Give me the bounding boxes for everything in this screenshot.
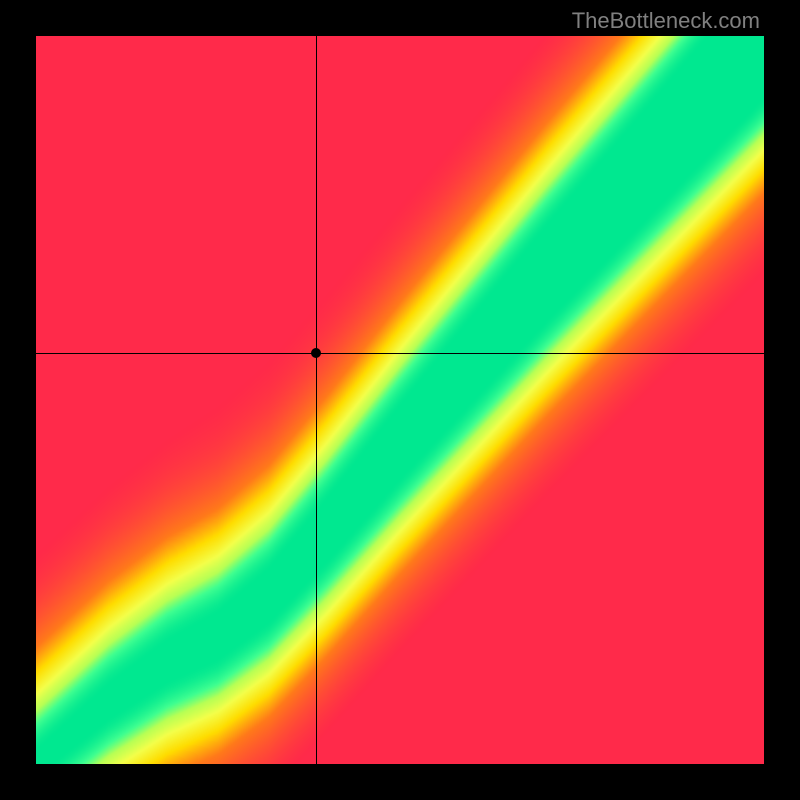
heatmap-canvas [36,36,764,764]
crosshair-horizontal [36,353,764,354]
heatmap-plot [36,36,764,764]
datapoint-marker [311,348,321,358]
crosshair-vertical [316,36,317,764]
watermark-text: TheBottleneck.com [572,8,760,34]
